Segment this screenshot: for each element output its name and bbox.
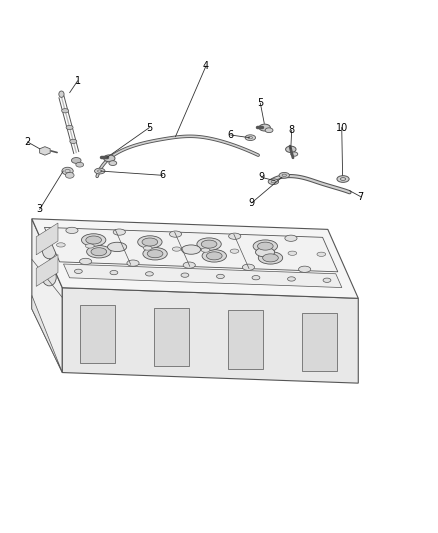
Ellipse shape [170, 231, 182, 237]
Text: 8: 8 [289, 125, 295, 135]
Ellipse shape [65, 172, 74, 178]
Ellipse shape [114, 245, 123, 249]
Polygon shape [36, 223, 58, 255]
Ellipse shape [86, 236, 102, 244]
Polygon shape [81, 305, 115, 363]
Ellipse shape [70, 139, 77, 143]
Ellipse shape [242, 264, 254, 270]
Ellipse shape [110, 270, 118, 274]
Text: 6: 6 [159, 171, 166, 180]
Ellipse shape [286, 146, 296, 152]
Polygon shape [32, 219, 358, 298]
Polygon shape [32, 295, 62, 373]
Ellipse shape [147, 250, 163, 258]
Ellipse shape [285, 235, 297, 241]
Text: 5: 5 [257, 98, 264, 108]
Polygon shape [155, 308, 189, 366]
Ellipse shape [253, 240, 278, 252]
Ellipse shape [299, 266, 311, 272]
Ellipse shape [263, 254, 278, 262]
Ellipse shape [59, 91, 64, 98]
Text: 1: 1 [74, 76, 81, 86]
Text: 5: 5 [146, 123, 152, 133]
Polygon shape [62, 288, 358, 383]
Ellipse shape [216, 274, 224, 279]
Ellipse shape [229, 233, 241, 239]
Ellipse shape [71, 158, 81, 164]
Ellipse shape [317, 252, 326, 256]
Ellipse shape [57, 243, 65, 247]
Ellipse shape [279, 173, 290, 178]
Ellipse shape [62, 109, 69, 113]
Ellipse shape [108, 243, 127, 252]
Ellipse shape [259, 124, 270, 131]
Ellipse shape [81, 234, 106, 246]
Ellipse shape [104, 155, 115, 162]
Text: 7: 7 [357, 191, 364, 201]
Ellipse shape [201, 240, 217, 248]
Ellipse shape [181, 245, 201, 254]
Ellipse shape [145, 272, 153, 276]
Ellipse shape [288, 251, 297, 255]
Ellipse shape [172, 247, 181, 251]
Text: 6: 6 [228, 130, 234, 140]
Ellipse shape [259, 250, 268, 254]
Text: 2: 2 [25, 137, 31, 147]
Ellipse shape [42, 242, 56, 259]
Ellipse shape [62, 167, 73, 175]
Ellipse shape [291, 152, 298, 156]
Ellipse shape [183, 262, 195, 268]
Polygon shape [44, 228, 338, 272]
Ellipse shape [255, 247, 275, 257]
Ellipse shape [230, 249, 239, 253]
Polygon shape [39, 147, 50, 155]
Ellipse shape [252, 276, 260, 280]
Ellipse shape [85, 244, 94, 248]
Text: 4: 4 [203, 61, 209, 71]
Ellipse shape [66, 227, 78, 233]
Ellipse shape [143, 246, 152, 250]
Text: 9: 9 [249, 198, 255, 208]
Ellipse shape [288, 277, 295, 281]
Ellipse shape [142, 238, 158, 246]
Ellipse shape [258, 252, 283, 264]
Ellipse shape [258, 242, 273, 250]
Polygon shape [228, 310, 263, 368]
Ellipse shape [74, 269, 82, 273]
Ellipse shape [206, 252, 222, 260]
Ellipse shape [337, 176, 349, 182]
Ellipse shape [268, 179, 279, 184]
Ellipse shape [109, 161, 117, 165]
Ellipse shape [245, 135, 255, 141]
Polygon shape [302, 313, 337, 371]
Ellipse shape [197, 238, 221, 251]
Ellipse shape [138, 236, 162, 248]
Ellipse shape [42, 269, 56, 286]
Ellipse shape [66, 125, 73, 130]
Text: 9: 9 [258, 172, 265, 182]
Ellipse shape [76, 163, 84, 167]
Polygon shape [64, 264, 342, 287]
Ellipse shape [91, 248, 107, 256]
Ellipse shape [202, 249, 226, 262]
Ellipse shape [143, 247, 167, 260]
Text: 3: 3 [37, 204, 43, 214]
Ellipse shape [95, 168, 105, 174]
Polygon shape [36, 255, 58, 286]
Text: 10: 10 [336, 123, 348, 133]
Ellipse shape [80, 259, 92, 264]
Ellipse shape [201, 248, 210, 252]
Ellipse shape [113, 229, 125, 235]
Ellipse shape [181, 273, 189, 277]
Ellipse shape [87, 246, 111, 258]
Ellipse shape [323, 278, 331, 282]
Ellipse shape [265, 128, 273, 133]
Polygon shape [32, 219, 62, 373]
Ellipse shape [127, 260, 139, 266]
